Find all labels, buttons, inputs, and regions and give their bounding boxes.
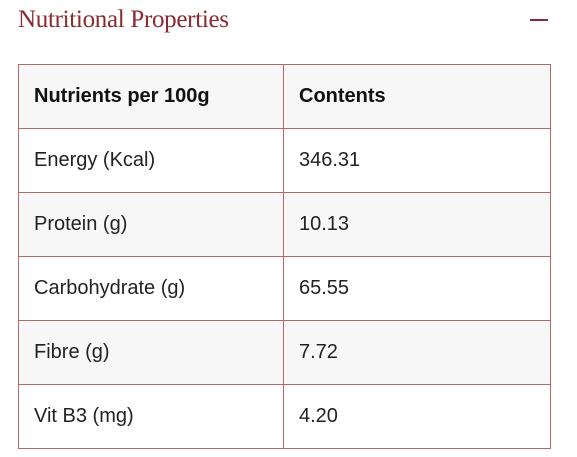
- nutrient-name: Fibre (g): [18, 320, 284, 385]
- nutrient-value: 10.13: [283, 192, 551, 257]
- nutrient-value: 7.72: [283, 320, 551, 385]
- nutrient-value: 4.20: [283, 384, 551, 449]
- nutrition-table: Nutrients per 100g Contents Energy (Kcal…: [18, 64, 551, 449]
- table-row: Protein (g) 10.13: [18, 192, 551, 257]
- nutrient-value: 346.31: [283, 128, 551, 193]
- minus-icon[interactable]: [528, 10, 550, 32]
- table-row: Carbohydrate (g) 65.55: [18, 256, 551, 321]
- table-row: Fibre (g) 7.72: [18, 320, 551, 385]
- nutrient-value: 65.55: [283, 256, 551, 321]
- nutrient-name: Vit B3 (mg): [18, 384, 284, 449]
- minus-icon-bar: [530, 19, 548, 21]
- nutritional-properties-header[interactable]: Nutritional Properties: [18, 0, 550, 44]
- nutrient-name: Carbohydrate (g): [18, 256, 284, 321]
- column-header-contents: Contents: [283, 64, 551, 129]
- table-row: Energy (Kcal) 346.31: [18, 128, 551, 193]
- nutrient-name: Energy (Kcal): [18, 128, 284, 193]
- section-title: Nutritional Properties: [18, 6, 229, 33]
- table-header-row: Nutrients per 100g Contents: [18, 64, 551, 129]
- table-row: Vit B3 (mg) 4.20: [18, 384, 551, 449]
- column-header-nutrients: Nutrients per 100g: [18, 64, 284, 129]
- nutrient-name: Protein (g): [18, 192, 284, 257]
